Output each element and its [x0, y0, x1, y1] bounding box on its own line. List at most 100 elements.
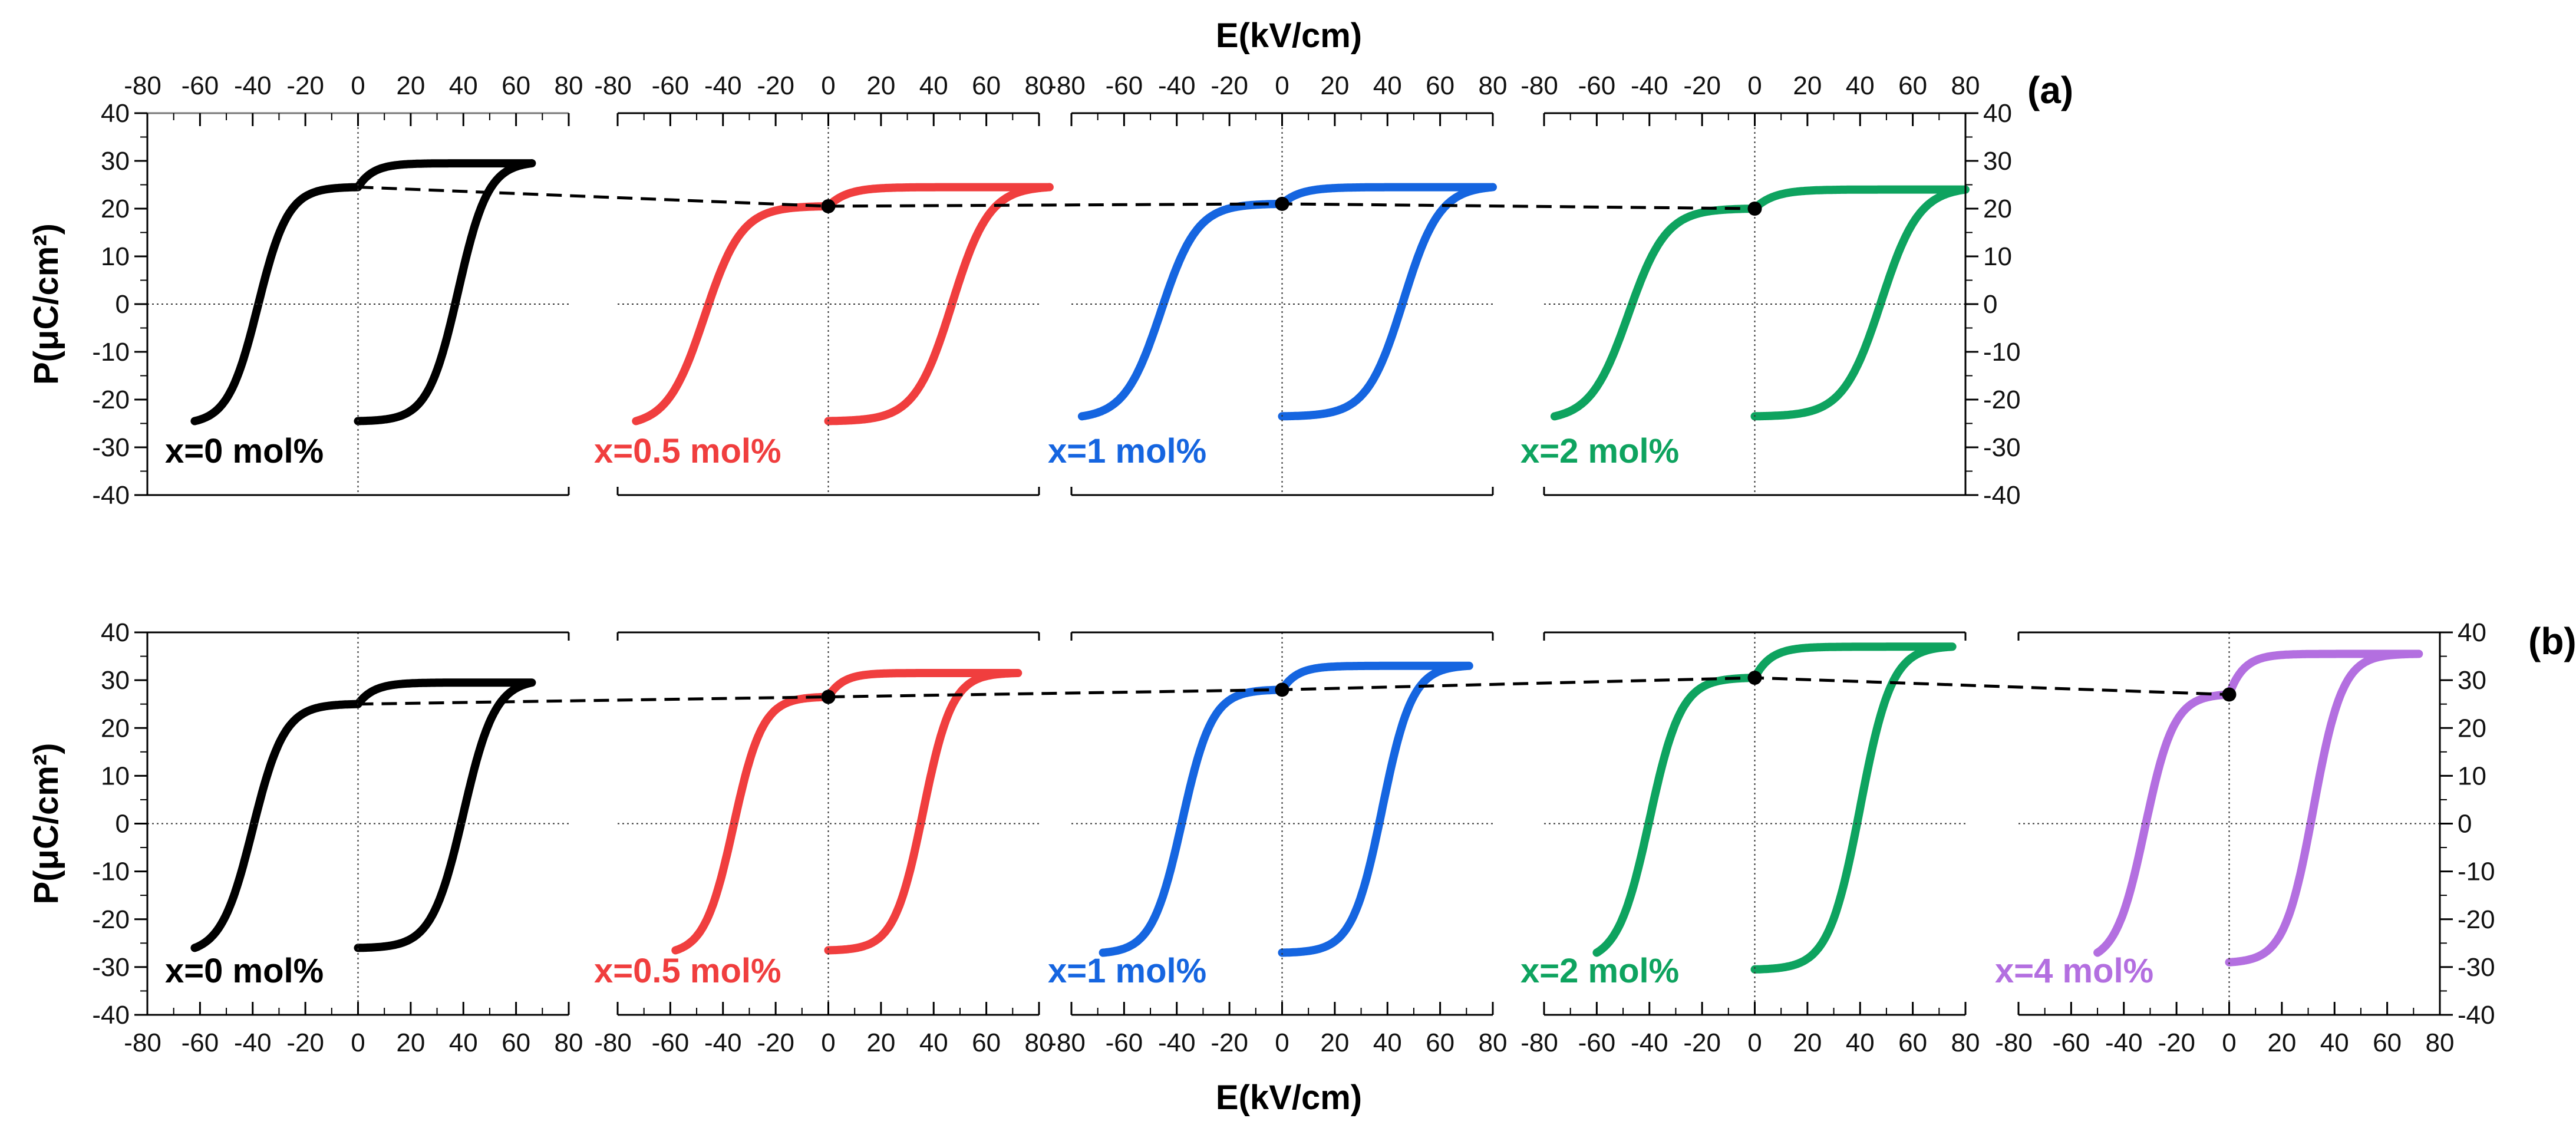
- x-tick-label: 20: [1793, 71, 1822, 100]
- x-tick-label: 40: [2320, 1028, 2349, 1057]
- remanent-point-marker: [1747, 671, 1762, 685]
- x-tick-label: -40: [704, 71, 742, 100]
- y-tick-label: 40: [2458, 618, 2486, 647]
- x-tick-label: -60: [1106, 71, 1143, 100]
- y-tick-label: -10: [92, 338, 130, 367]
- y-tick-label: -40: [2458, 1001, 2495, 1030]
- x-tick-label: -60: [1106, 1028, 1143, 1057]
- y-tick-label: 30: [2458, 666, 2486, 695]
- x-tick-label: 0: [351, 1028, 365, 1057]
- x-tick-label: 0: [821, 1028, 835, 1057]
- y-tick-label: 10: [1983, 242, 2012, 271]
- x-tick-label: 20: [1793, 1028, 1822, 1057]
- y-tick-label: 10: [2458, 761, 2486, 790]
- x-tick-label: -40: [1631, 71, 1668, 100]
- y-tick-label: 10: [101, 242, 130, 271]
- x-axis-title-top: E(kV/cm): [1216, 17, 1362, 55]
- x-tick-label: 20: [1320, 71, 1349, 100]
- x-tick-label: 80: [555, 1028, 583, 1057]
- x-tick-label: 60: [1898, 1028, 1927, 1057]
- x-tick-label: -20: [286, 71, 324, 100]
- hysteresis-loop-x=2 mol%: [1550, 185, 1970, 421]
- x-tick-label: 0: [1747, 1028, 1762, 1057]
- hysteresis-loop-x=1 mol%: [1099, 661, 1473, 957]
- y-tick-label: -40: [92, 1001, 130, 1030]
- hysteresis-loop-x=0 mol%: [190, 159, 536, 426]
- composition-label: x=0.5 mol%: [594, 952, 781, 990]
- x-tick-label: 60: [1426, 1028, 1454, 1057]
- y-tick-label: 40: [101, 618, 130, 647]
- y-tick-label: 30: [101, 666, 130, 695]
- x-tick-label: 80: [1479, 71, 1508, 100]
- hysteresis-loop-x=4 mol%: [2093, 649, 2423, 967]
- x-tick-label: 80: [1951, 1028, 1980, 1057]
- x-tick-label: -20: [2158, 1028, 2195, 1057]
- y-tick-label: 10: [101, 761, 130, 790]
- x-tick-label: 40: [1373, 1028, 1402, 1057]
- y-tick-label: -20: [2458, 905, 2495, 934]
- composition-label: x=1 mol%: [1048, 952, 1206, 990]
- remanent-point-marker: [821, 199, 836, 213]
- x-tick-label: -60: [2053, 1028, 2090, 1057]
- x-tick-label: 40: [1373, 71, 1402, 100]
- y-tick-label: 40: [101, 99, 130, 128]
- x-tick-label: -80: [124, 71, 161, 100]
- y-tick-label: 20: [1983, 194, 2012, 223]
- remanent-point-marker: [1275, 682, 1289, 697]
- composition-label: x=0 mol%: [165, 952, 324, 990]
- x-tick-label: -40: [234, 1028, 272, 1057]
- y-tick-label: -10: [2458, 857, 2495, 886]
- x-tick-label: 80: [2426, 1028, 2455, 1057]
- x-tick-label: 40: [919, 1028, 948, 1057]
- x-tick-label: -40: [1631, 1028, 1668, 1057]
- x-tick-label: -60: [182, 1028, 219, 1057]
- x-tick-label: 40: [449, 1028, 478, 1057]
- composition-label: x=4 mol%: [1995, 952, 2153, 990]
- hysteresis-loop-x=0.5 mol%: [632, 183, 1054, 426]
- x-tick-label: 60: [1426, 71, 1454, 100]
- x-tick-label: 80: [1025, 71, 1054, 100]
- x-tick-label: 80: [1951, 71, 1980, 100]
- loops-layer: [190, 159, 2423, 974]
- x-tick-label: -80: [594, 1028, 632, 1057]
- x-tick-label: -20: [286, 1028, 324, 1057]
- composition-label: x=1 mol%: [1048, 432, 1206, 470]
- x-tick-label: 40: [919, 71, 948, 100]
- hysteresis-loop-x=0.5 mol%: [671, 669, 1023, 955]
- x-tick-label: -40: [234, 71, 272, 100]
- x-tick-label: 80: [1479, 1028, 1508, 1057]
- x-tick-label: 0: [2222, 1028, 2236, 1057]
- x-tick-label: 20: [396, 1028, 425, 1057]
- remanent-point-marker: [2222, 687, 2237, 702]
- x-tick-label: -60: [1578, 1028, 1616, 1057]
- hysteresis-loop-x=0 mol%: [190, 678, 536, 952]
- labels-layer: x=0 mol% -80 -60 -40 -20 0 20 40 60 80 x=0.5 mol% -…: [27, 17, 2576, 1117]
- x-tick-label: 60: [972, 1028, 1001, 1057]
- hysteresis-loop-x=2 mol%: [1592, 642, 1957, 974]
- y-tick-label: 20: [2458, 714, 2486, 743]
- x-tick-label: -20: [1683, 71, 1721, 100]
- x-tick-label: -80: [1520, 1028, 1558, 1057]
- x-tick-label: 40: [449, 71, 478, 100]
- y-tick-label: 30: [101, 147, 130, 176]
- x-tick-label: -80: [1048, 71, 1086, 100]
- x-tick-label: -80: [1048, 1028, 1086, 1057]
- x-tick-label: -20: [1683, 1028, 1721, 1057]
- y-tick-label: -30: [92, 953, 130, 982]
- x-tick-label: 20: [866, 1028, 895, 1057]
- x-tick-label: 20: [2267, 1028, 2296, 1057]
- x-tick-label: 0: [1747, 71, 1762, 100]
- y-tick-label: -10: [92, 857, 130, 886]
- composition-label: x=2 mol%: [1520, 432, 1679, 470]
- composition-label: x=0.5 mol%: [594, 432, 781, 470]
- remanent-point-marker: [1275, 196, 1289, 211]
- x-tick-label: -60: [652, 1028, 690, 1057]
- y-tick-label: -30: [2458, 953, 2495, 982]
- x-tick-label: -20: [757, 1028, 794, 1057]
- panel-tag: (a): [2027, 69, 2073, 111]
- x-tick-label: 80: [1025, 1028, 1054, 1057]
- x-axis-title-bottom: E(kV/cm): [1216, 1078, 1362, 1117]
- x-tick-label: 0: [1275, 71, 1289, 100]
- x-tick-label: -20: [757, 71, 794, 100]
